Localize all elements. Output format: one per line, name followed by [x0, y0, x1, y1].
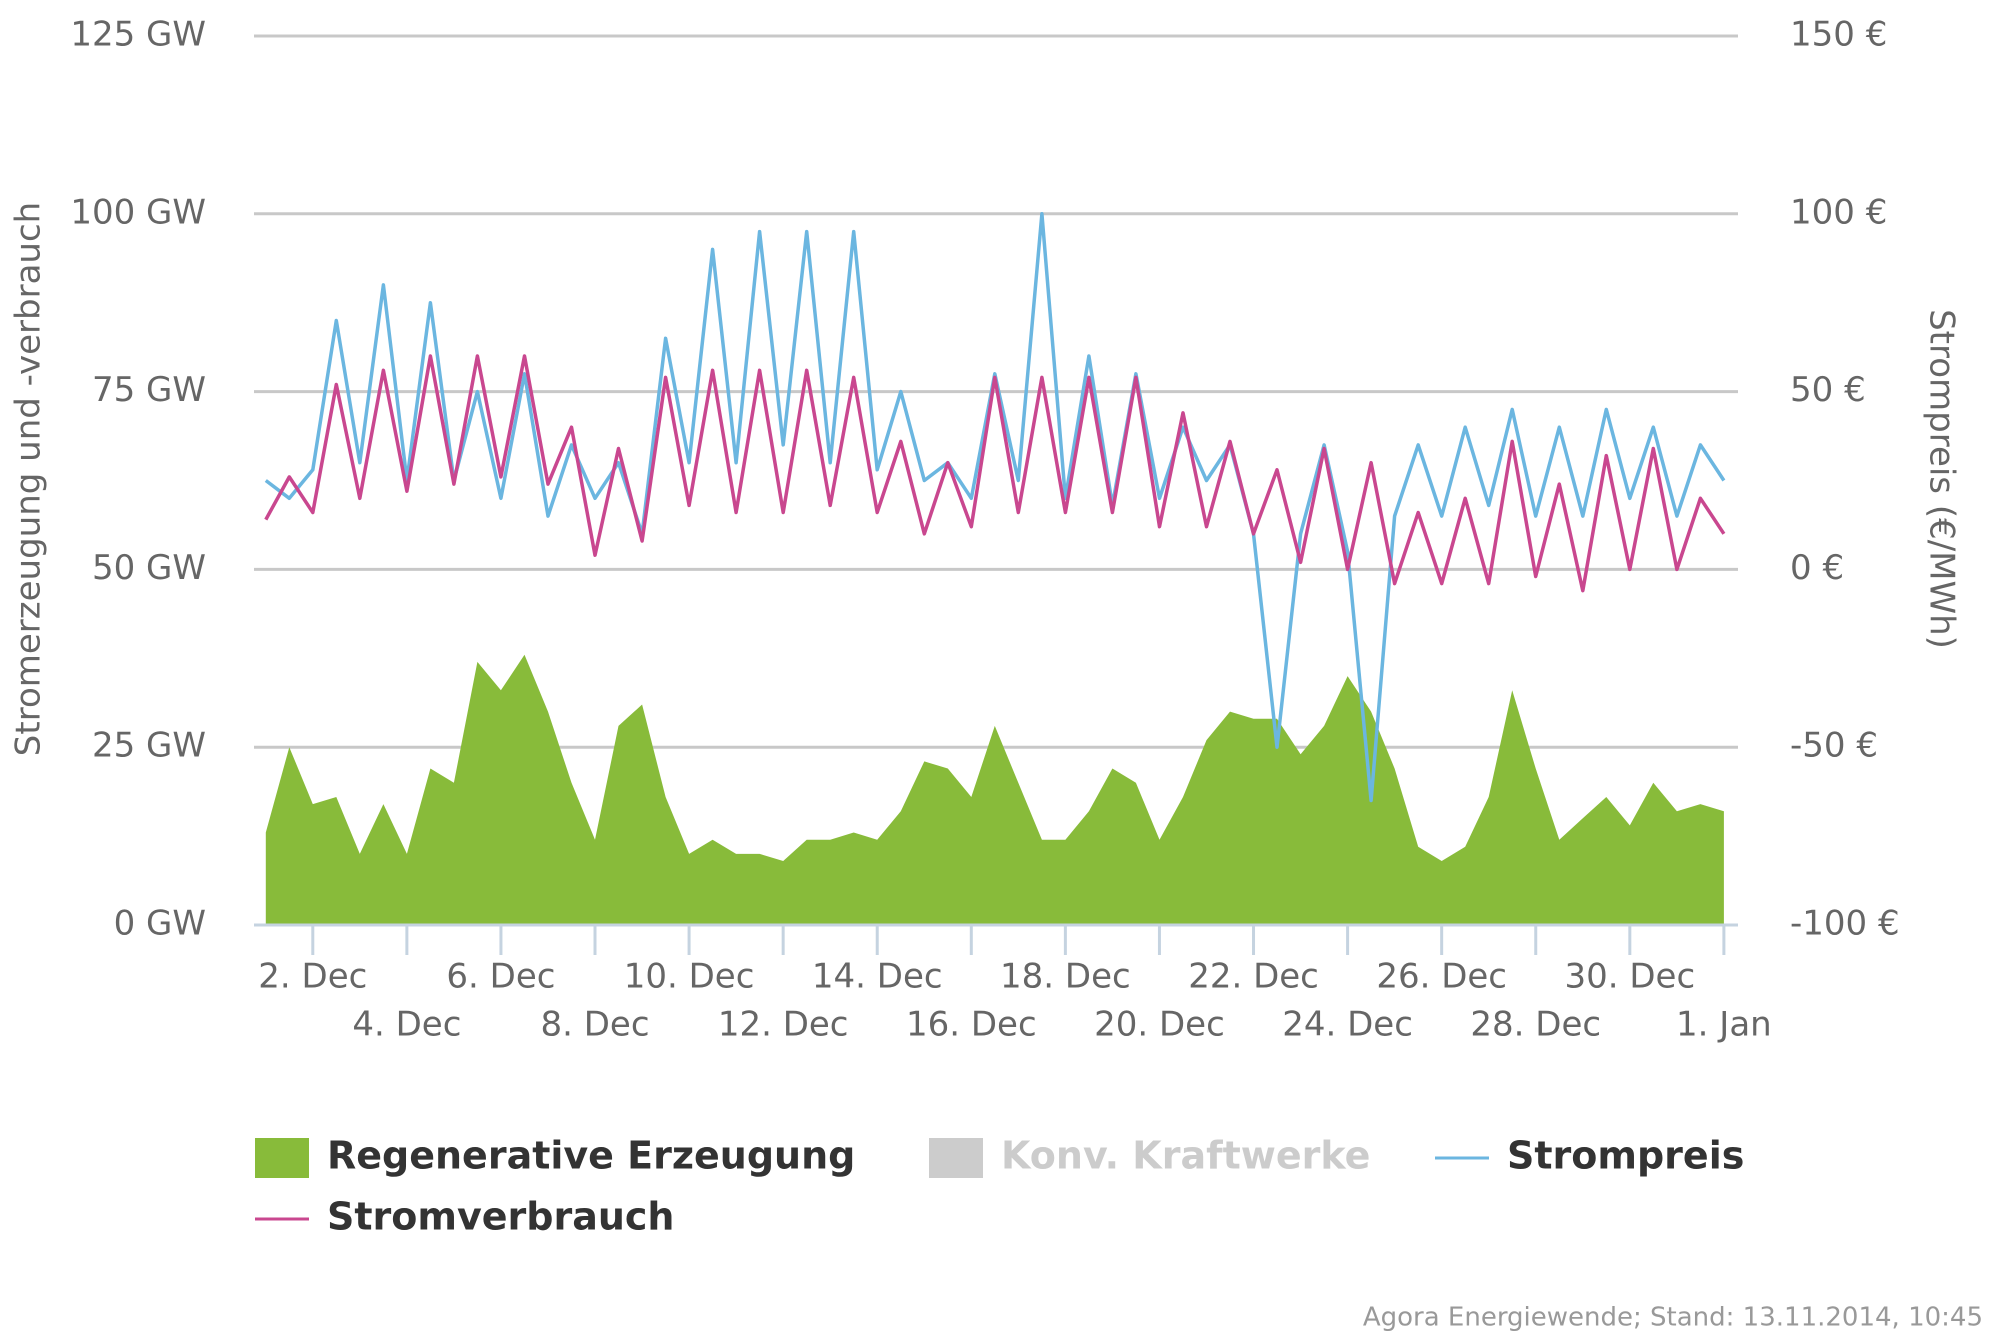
source: Agora Energiewende; Stand: 13.11.2014, 1… — [1363, 1303, 1983, 1333]
y2-tick-label: -100 € — [1790, 904, 1900, 944]
x-tick-label: 2. Dec — [258, 957, 367, 997]
y-tick-label: 75 GW — [92, 370, 206, 410]
x-tick-label: 26. Dec — [1376, 957, 1507, 997]
legend-label[interactable]: Stromverbrauch — [327, 1195, 674, 1239]
x-tick-label: 6. Dec — [446, 957, 555, 997]
y2-tick-label: 100 € — [1790, 192, 1887, 232]
legend-swatch — [929, 1138, 983, 1178]
line — [264, 354, 1726, 593]
x-tick-label: 10. Dec — [624, 957, 755, 997]
x-tick-label: 22. Dec — [1188, 957, 1319, 997]
legend-label[interactable]: Regenerative Erzeugung — [327, 1134, 855, 1178]
x-tick-label: 12. Dec — [718, 1005, 849, 1045]
y-axis-title: Stromerzeugung und -verbrauch — [9, 202, 49, 756]
x-tick-label: 18. Dec — [1000, 957, 1131, 997]
x-tick-label: 24. Dec — [1282, 1005, 1413, 1045]
area — [265, 654, 1724, 925]
legend-label[interactable]: Konv. Kraftwerke — [1001, 1134, 1370, 1178]
y-tick-label: 125 GW — [70, 15, 206, 55]
x-tick-label: 8. Dec — [540, 1005, 649, 1045]
x-tick-label: 4. Dec — [352, 1005, 461, 1045]
y2-axis-title: Strompreis (€/MWh) — [1922, 309, 1962, 649]
legend-swatch — [255, 1138, 309, 1178]
y-tick-label: 25 GW — [92, 726, 206, 766]
x-tick-label: 14. Dec — [812, 957, 943, 997]
y2-tick-label: 50 € — [1790, 370, 1866, 410]
x-tick-label: 30. Dec — [1564, 957, 1695, 997]
y-tick-label: 50 GW — [92, 548, 206, 588]
legend-label[interactable]: Strompreis — [1507, 1134, 1744, 1178]
x-tick-label: 1. Jan — [1676, 1005, 1772, 1045]
y-tick-label: 100 GW — [70, 192, 206, 232]
y-tick-label: 0 GW — [114, 904, 206, 944]
y2-tick-label: 150 € — [1790, 15, 1887, 55]
line — [264, 212, 1726, 803]
x-tick-label: 28. Dec — [1470, 1005, 1601, 1045]
x-tick-label: 20. Dec — [1094, 1005, 1225, 1045]
x-tick-label: 16. Dec — [906, 1005, 1037, 1045]
y2-tick-label: -50 € — [1790, 726, 1878, 766]
y2-tick-label: 0 € — [1790, 548, 1844, 588]
